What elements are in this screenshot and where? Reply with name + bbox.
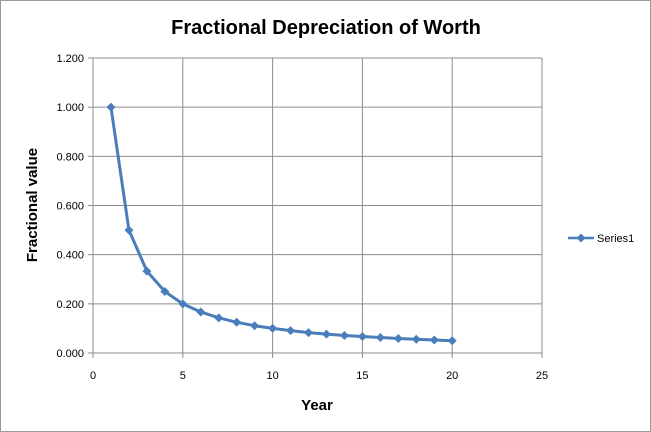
data-point	[321, 329, 331, 339]
y-tick-label: 1.200	[56, 53, 84, 65]
data-point	[393, 333, 403, 343]
data-point	[160, 287, 170, 297]
y-axis-title: Fractional value	[24, 148, 41, 262]
data-point	[178, 299, 188, 309]
y-tick-label: 0.800	[56, 151, 84, 163]
data-point	[232, 317, 242, 327]
data-point	[304, 328, 314, 338]
data-point	[196, 307, 206, 317]
legend: Series1	[568, 233, 634, 245]
y-tick-label: 0.000	[56, 348, 84, 360]
y-tick-label: 1.000	[56, 102, 84, 114]
data-point	[214, 313, 224, 323]
data-point	[375, 333, 385, 343]
x-tick-label: 15	[356, 370, 368, 382]
x-tick-label: 0	[90, 370, 96, 382]
x-tick-label: 5	[180, 370, 186, 382]
data-point	[268, 323, 278, 333]
data-point	[124, 225, 134, 235]
x-axis-title: Year	[301, 397, 333, 414]
plot-area: 0.000 0.200 0.400 0.600 0.800 1.000 1.200 0 5 10 1…	[56, 53, 548, 382]
data-point	[106, 102, 116, 112]
gridlines	[93, 57, 543, 353]
data-point	[286, 326, 296, 336]
data-point	[142, 266, 152, 276]
tick-labels: 0.000 0.200 0.400 0.600 0.800 1.000 1.200 0 5 10 1…	[56, 53, 548, 382]
chart-title: Fractional Depreciation of Worth	[171, 17, 481, 39]
data-point	[429, 335, 439, 345]
data-point	[447, 336, 457, 346]
series-group	[106, 102, 457, 346]
data-point	[339, 331, 349, 341]
data-point	[411, 334, 421, 344]
legend-label: Series1	[597, 233, 634, 245]
data-point	[250, 321, 260, 331]
legend-marker-diamond	[576, 233, 586, 243]
data-point	[357, 332, 367, 342]
x-tick-label: 20	[446, 370, 458, 382]
axes	[88, 57, 543, 358]
y-tick-label: 0.600	[56, 201, 84, 213]
y-tick-label: 0.400	[56, 250, 84, 262]
x-tick-label: 25	[536, 370, 548, 382]
x-tick-label: 10	[266, 370, 278, 382]
y-tick-label: 0.200	[56, 299, 84, 311]
